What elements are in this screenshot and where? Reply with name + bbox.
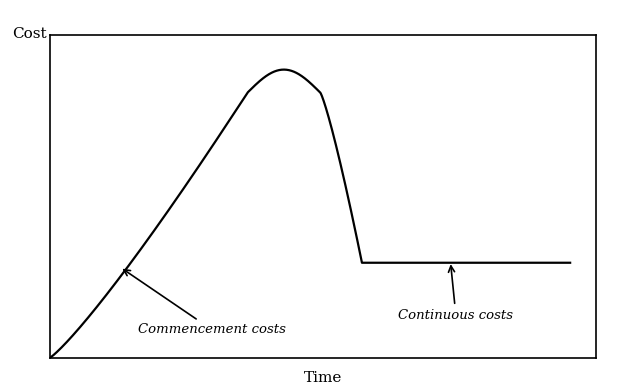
Text: Continuous costs: Continuous costs [399, 266, 514, 322]
Text: Cost: Cost [12, 27, 47, 41]
Text: Commencement costs: Commencement costs [124, 270, 286, 336]
Text: Time: Time [304, 371, 342, 385]
